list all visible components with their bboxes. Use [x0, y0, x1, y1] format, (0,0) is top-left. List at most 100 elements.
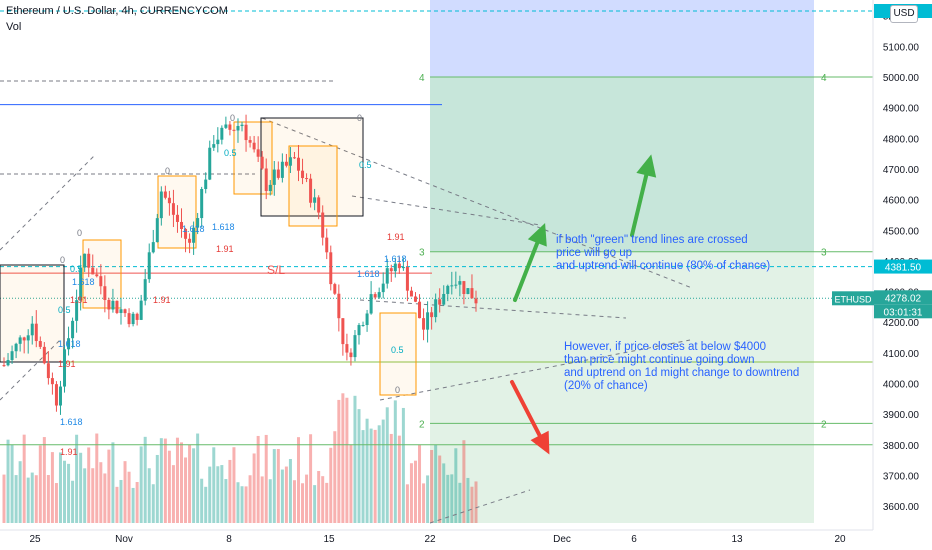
- bear-scenario-note: However, if price closes at below $4000 …: [564, 341, 800, 392]
- candle-body: [95, 274, 99, 277]
- fib-box-label: 0: [165, 166, 170, 176]
- candle-body: [208, 147, 212, 180]
- volume-bar: [365, 418, 369, 523]
- volume-bar: [180, 442, 184, 523]
- candle-body: [442, 293, 446, 305]
- trend-line: [429, 489, 531, 524]
- fib-box-label: 0: [395, 385, 400, 395]
- marked-level-tag-bg: [874, 259, 932, 274]
- currency-button[interactable]: USD: [890, 5, 918, 23]
- fib-box-label: 1.618: [357, 269, 380, 279]
- volume-bar: [192, 448, 196, 523]
- candle-body: [438, 299, 442, 305]
- volume-bar: [95, 433, 99, 523]
- candle-body: [280, 161, 284, 178]
- green-target-zone-upper: [430, 77, 814, 252]
- candle-body: [345, 344, 349, 353]
- candle-body: [341, 318, 345, 345]
- candle-body: [466, 288, 470, 294]
- volume-bar: [446, 474, 450, 523]
- candle-body: [236, 125, 240, 131]
- volume-bar: [268, 479, 272, 523]
- volume-bar: [349, 444, 353, 523]
- volume-bar: [2, 474, 6, 523]
- fib-box-label: 0.5: [224, 148, 237, 158]
- candle-body: [430, 312, 434, 318]
- volume-bar: [208, 466, 212, 523]
- fib-box-label: 1.618: [60, 417, 83, 427]
- volume-bar: [42, 437, 46, 523]
- volume-bar: [305, 474, 309, 523]
- candle-body: [377, 292, 381, 298]
- volume-bar: [301, 483, 305, 523]
- fib-level-label-right: 3: [821, 248, 827, 259]
- fib-box-label: 1.91: [70, 295, 88, 305]
- candle-body: [393, 263, 397, 272]
- fib-box-label: 1.91: [387, 232, 405, 242]
- candle-body: [426, 312, 430, 330]
- candle-body: [167, 197, 171, 204]
- volume-bar: [151, 484, 155, 523]
- price-tick: 5000.00: [883, 73, 920, 84]
- volume-bar: [107, 449, 111, 523]
- fib-box-label: 1.91: [153, 295, 171, 305]
- volume-bar: [337, 399, 341, 523]
- volume-bar: [147, 468, 151, 523]
- candle-body: [200, 189, 204, 219]
- volume-bar: [292, 480, 296, 523]
- volume-bar: [474, 481, 478, 523]
- candle-body: [292, 157, 296, 159]
- volume-bar: [14, 475, 18, 523]
- volume-bar: [405, 484, 409, 523]
- volume-bar: [296, 437, 300, 523]
- candle-body: [79, 267, 83, 301]
- bull-arrow-long: [630, 154, 657, 237]
- bull-scenario-note: if both "green" trend lines are crossed …: [556, 234, 771, 272]
- trend-line: [0, 339, 61, 401]
- candle-body: [46, 363, 50, 379]
- volume-bar: [99, 462, 103, 523]
- candle-body: [252, 142, 256, 150]
- candle-body: [63, 349, 67, 387]
- volume-bar: [309, 434, 313, 523]
- candle-body: [147, 252, 151, 280]
- candle-body: [115, 300, 119, 313]
- volume-bar: [450, 474, 454, 523]
- volume-bar: [10, 445, 14, 523]
- volume-bar: [373, 429, 377, 523]
- current-price-tag-bg: [874, 290, 932, 305]
- volume-bar: [220, 465, 224, 523]
- fib-box-label: 1.618: [212, 222, 235, 232]
- candle-body: [34, 323, 38, 342]
- fib-box: [0, 264, 65, 363]
- volume-bar: [325, 482, 329, 523]
- candle-body: [204, 179, 208, 190]
- candle-body: [397, 263, 401, 269]
- volume-bar: [264, 434, 268, 523]
- volume-bar: [131, 487, 135, 523]
- volume-bar: [422, 483, 426, 523]
- candle-body: [357, 325, 361, 336]
- volume-bar: [248, 475, 252, 523]
- fib-box-label: 1.618: [72, 277, 95, 287]
- volume-bar: [58, 452, 62, 523]
- volume-bar: [224, 479, 228, 523]
- price-tick: 4700.00: [883, 165, 920, 176]
- volume-bar: [103, 473, 107, 523]
- fib-box-label: 1.618: [58, 339, 81, 349]
- volume-bar: [341, 393, 345, 523]
- candle-body: [139, 300, 143, 320]
- candle-body: [244, 124, 248, 141]
- fib-level-label-right: 2: [821, 419, 827, 430]
- countdown-tag-bg: [874, 304, 932, 319]
- candle-body: [361, 325, 365, 327]
- price-tick: 4100.00: [883, 349, 920, 360]
- volume-indicator-label: Vol: [6, 21, 22, 33]
- volume-bar: [111, 442, 115, 523]
- candle-body: [71, 320, 75, 339]
- candle-body: [401, 266, 405, 269]
- volume-bar: [50, 452, 54, 523]
- volume-bar: [54, 483, 58, 523]
- candle-body: [38, 341, 42, 347]
